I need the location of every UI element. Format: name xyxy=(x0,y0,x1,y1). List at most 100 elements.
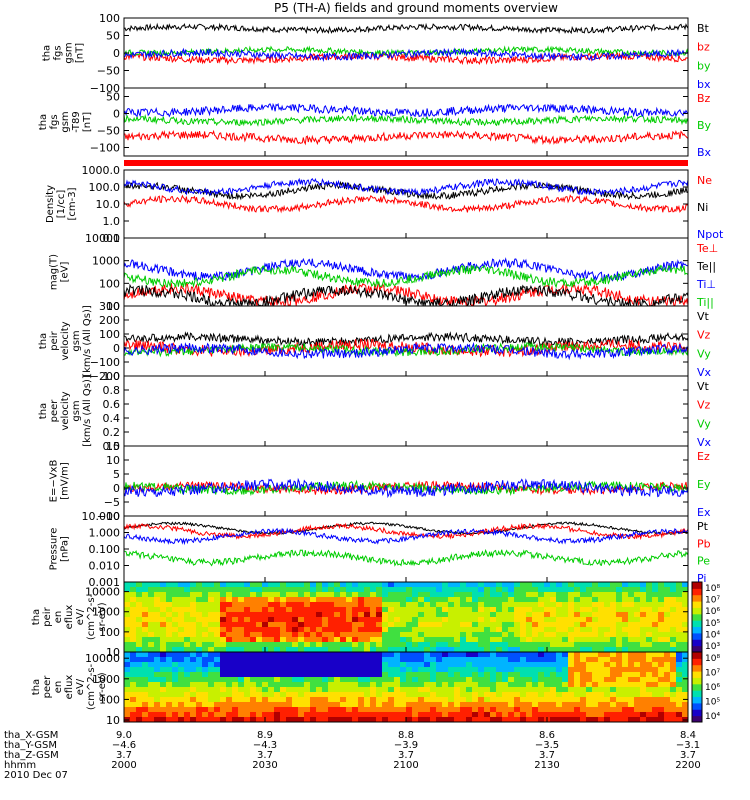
spectrogram-cell xyxy=(322,717,329,722)
spectrogram-cell xyxy=(490,677,497,683)
spectrogram-cell xyxy=(640,592,647,598)
spectrogram-cell xyxy=(544,597,551,603)
spectrogram-cell xyxy=(436,602,443,608)
spectrogram-cell xyxy=(316,617,323,623)
x-axis-value: 2030 xyxy=(252,760,277,771)
spectrogram-cell xyxy=(502,662,509,668)
spectrogram-cell xyxy=(316,597,323,603)
x-axis-value: 3.7 xyxy=(680,750,696,761)
spectrogram-cell xyxy=(676,632,683,638)
spectrogram-cell xyxy=(544,662,551,668)
spectrogram-cell xyxy=(220,617,227,623)
spectrogram-cell xyxy=(616,667,623,673)
spectrogram-cell xyxy=(646,617,653,623)
spectrogram-cell xyxy=(160,622,167,628)
spectrogram-cell xyxy=(442,712,449,718)
spectrogram-cell xyxy=(328,717,335,722)
spectrogram-cell xyxy=(652,622,659,628)
spectrogram-cell xyxy=(670,622,677,628)
spectrogram-cell xyxy=(586,662,593,668)
spectrogram-cell xyxy=(472,607,479,613)
y-tick-label: 10 xyxy=(106,300,120,313)
spectrogram-cell xyxy=(124,702,131,708)
colorbar-tick-label: 10⁸ xyxy=(705,584,720,594)
spectrogram-cell xyxy=(514,632,521,638)
spectrogram-cell xyxy=(406,637,413,643)
spectrogram-cell xyxy=(610,602,617,608)
spectrogram-cell xyxy=(340,607,347,613)
y-axis-label-line: Density xyxy=(45,185,56,223)
spectrogram-cell xyxy=(334,687,341,693)
spectrogram-cell xyxy=(142,667,149,673)
spectrogram-cell xyxy=(142,587,149,593)
spectrogram-cell xyxy=(502,642,509,648)
spectrogram-cell xyxy=(436,697,443,703)
spectrogram-cell xyxy=(172,717,179,722)
spectrogram-cell xyxy=(610,662,617,668)
legend-entry: bz xyxy=(697,41,710,54)
spectrogram-cell xyxy=(490,697,497,703)
spectrogram-cell xyxy=(538,647,545,652)
spectrogram-cell xyxy=(466,617,473,623)
spectrogram-cell xyxy=(322,702,329,708)
spectrogram-cell xyxy=(442,587,449,593)
spectrogram-cell xyxy=(454,717,461,722)
spectrogram-cell xyxy=(298,632,305,638)
spectrogram-cell xyxy=(544,587,551,593)
spectrogram-cell xyxy=(640,712,647,718)
spectrogram-cell xyxy=(592,622,599,628)
spectrogram-cell xyxy=(598,677,605,683)
spectrogram-cell xyxy=(622,622,629,628)
spectrogram-cell xyxy=(544,622,551,628)
spectrogram-cell xyxy=(238,712,245,718)
spectrogram-cell xyxy=(298,657,305,663)
spectrogram-cell xyxy=(484,677,491,683)
spectrogram-cell xyxy=(664,642,671,648)
y-tick-label: 0 xyxy=(113,482,120,495)
spectrogram-cell xyxy=(196,622,203,628)
spectrogram-cell xyxy=(646,692,653,698)
spectrogram-cell xyxy=(622,617,629,623)
spectrogram-cell xyxy=(346,677,353,683)
spectrogram-cell xyxy=(136,647,143,652)
spectrogram-cell xyxy=(556,632,563,638)
spectrogram-cell xyxy=(364,617,371,623)
spectrogram-cell xyxy=(358,637,365,643)
spectrogram-cell xyxy=(502,622,509,628)
spectrogram-cell xyxy=(640,602,647,608)
spectrogram-cell xyxy=(196,602,203,608)
spectrogram-cell xyxy=(232,712,239,718)
spectrogram-cell xyxy=(580,702,587,708)
spectrogram-cell xyxy=(376,602,383,608)
spectrogram-cell xyxy=(568,647,575,652)
spectrogram-cell xyxy=(496,632,503,638)
spectrogram-cell xyxy=(142,627,149,633)
spectrogram-cell xyxy=(130,602,137,608)
spectrogram-cell xyxy=(274,617,281,623)
spectrogram-cell xyxy=(256,717,263,722)
spectrogram-cell xyxy=(514,622,521,628)
spectrogram-cell xyxy=(346,662,353,668)
spectrogram-cell xyxy=(370,717,377,722)
spectrogram-cell xyxy=(640,597,647,603)
spectrogram-cell xyxy=(466,707,473,713)
spectrogram-cell xyxy=(436,652,443,658)
spectrogram-cell xyxy=(202,707,209,713)
spectrogram-cell xyxy=(316,582,323,588)
spectrogram-cell xyxy=(550,652,557,658)
spectrogram-cell xyxy=(544,707,551,713)
spectrogram-cell xyxy=(526,662,533,668)
spectrogram-cell xyxy=(226,667,233,673)
spectrogram-cell xyxy=(646,667,653,673)
spectrogram-cell xyxy=(172,687,179,693)
spectrogram-cell xyxy=(568,582,575,588)
spectrogram-cell xyxy=(562,682,569,688)
spectrogram-cell xyxy=(154,602,161,608)
spectrogram-cell xyxy=(370,697,377,703)
spectrogram-cell xyxy=(658,682,665,688)
spectrogram-cell xyxy=(178,697,185,703)
spectrogram-cell xyxy=(160,682,167,688)
spectrogram-cell xyxy=(298,672,305,678)
spectrogram-cell xyxy=(670,632,677,638)
spectrogram-cell xyxy=(616,682,623,688)
